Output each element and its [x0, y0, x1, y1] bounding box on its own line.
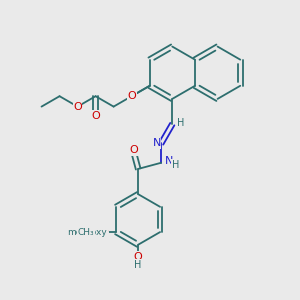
Text: O: O — [99, 227, 108, 237]
Text: CH₃: CH₃ — [78, 228, 94, 237]
Text: O: O — [73, 102, 82, 112]
Text: H: H — [177, 118, 184, 128]
Text: O: O — [134, 252, 142, 262]
Text: methoxy: methoxy — [68, 228, 107, 237]
Text: O: O — [91, 110, 100, 121]
Text: H: H — [172, 160, 179, 170]
Text: O: O — [127, 91, 136, 101]
Text: N: N — [152, 138, 161, 148]
Text: O: O — [130, 145, 138, 155]
Text: N: N — [164, 156, 173, 166]
Text: H: H — [134, 260, 142, 270]
